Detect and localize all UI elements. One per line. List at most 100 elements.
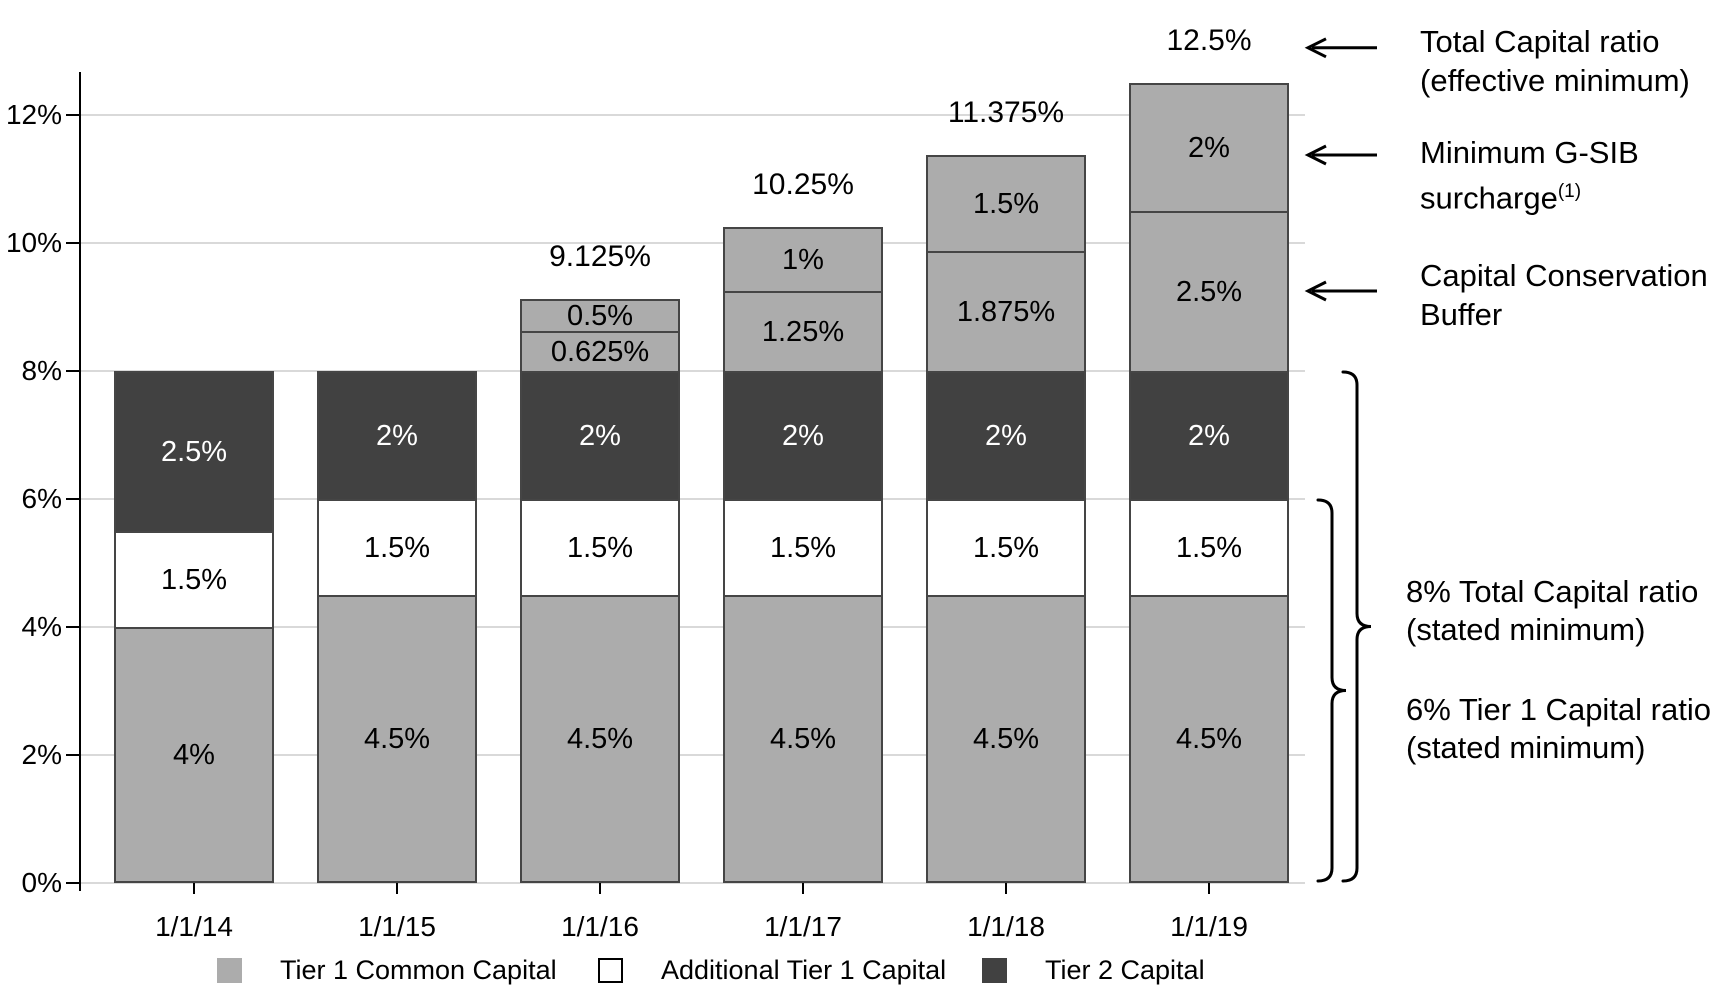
bar-segment-1: 4.5% — [926, 595, 1086, 883]
bar-segment-3: 2% — [520, 371, 680, 499]
segment-label: 4.5% — [363, 722, 431, 755]
segment-label: 1% — [782, 243, 824, 276]
x-tick-label: 1/1/16 — [561, 911, 639, 942]
segment-label: 4.5% — [566, 722, 634, 755]
segment-label: 1.875% — [956, 295, 1056, 328]
bar-segment-1: 4.5% — [1129, 595, 1289, 883]
y-axis-tick — [66, 114, 80, 116]
bar-segment-4: 2.5% — [1129, 211, 1289, 371]
annotation-line: Minimum G-SIB — [1420, 135, 1639, 170]
x-tick-label: 1/1/14 — [155, 911, 233, 942]
x-tick-label: 1/1/17 — [764, 911, 842, 942]
segment-label: 2% — [782, 419, 824, 452]
bar-total-label: 12.5% — [1166, 24, 1252, 57]
legend-item-additional-tier1: Additional Tier 1 Capital — [598, 956, 946, 984]
tier1-common-swatch-icon — [217, 957, 242, 983]
legend: Tier 1 Common Capital Additional Tier 1 … — [0, 956, 1720, 988]
gridline — [80, 114, 1305, 116]
legend-label: Additional Tier 1 Capital — [661, 955, 947, 985]
bar-segment-1: 4% — [114, 627, 274, 883]
bar-segment-2: 1.5% — [723, 499, 883, 595]
bar-segment-5: 1% — [723, 227, 883, 291]
bar-segment-3: 2% — [926, 371, 1086, 499]
y-axis-tick — [66, 242, 80, 244]
annotation-gsib-surcharge: Minimum G-SIB surcharge(1) — [1420, 133, 1639, 217]
x-tick-label: 1/1/15 — [358, 911, 436, 942]
gridline — [80, 626, 1305, 628]
annotation-line: (effective minimum) — [1420, 63, 1690, 98]
segment-label: 2% — [579, 419, 621, 452]
bar-segment-4: 0.625% — [520, 331, 680, 371]
gridline — [80, 754, 1305, 756]
bar-segment-2: 1.5% — [1129, 499, 1289, 595]
segment-label: 1.5% — [1175, 531, 1243, 564]
segment-label: 2.5% — [1175, 275, 1243, 308]
legend-label: Tier 2 Capital — [1045, 955, 1205, 985]
bar-segment-3: 2% — [1129, 371, 1289, 499]
y-tick-label: 8% — [21, 355, 62, 386]
bar-segment-3: 2% — [723, 371, 883, 499]
annotation-line: Capital Conservation — [1420, 258, 1708, 293]
annotation-line: surcharge(1) — [1420, 180, 1582, 216]
segment-label: 1.5% — [160, 563, 228, 596]
x-axis-tick — [193, 883, 195, 894]
segment-label: 1.5% — [972, 187, 1040, 220]
segment-label: 2% — [376, 419, 418, 452]
bar-segment-4: 1.25% — [723, 291, 883, 371]
segment-label: 4.5% — [1175, 722, 1243, 755]
legend-label: Tier 1 Common Capital — [280, 955, 557, 985]
annotation-line: 6% Tier 1 Capital ratio — [1406, 692, 1711, 727]
bar-segment-2: 1.5% — [317, 499, 477, 595]
bar-segment-5: 0.5% — [520, 299, 680, 332]
y-tick-label: 4% — [21, 611, 62, 642]
y-tick-label: 2% — [21, 739, 62, 770]
x-tick-label: 1/1/19 — [1170, 911, 1248, 942]
bar-total-label: 11.375% — [947, 96, 1065, 129]
bar-segment-5: 1.5% — [926, 155, 1086, 251]
x-axis-tick — [396, 883, 398, 894]
segment-label: 4.5% — [769, 722, 837, 755]
y-axis-tick — [66, 882, 80, 884]
segment-label: 1.5% — [566, 531, 634, 564]
bar-segment-1: 4.5% — [520, 595, 680, 883]
legend-item-tier2: Tier 2 Capital — [982, 956, 1205, 984]
annotation-line: Buffer — [1420, 297, 1503, 332]
y-axis-tick — [66, 754, 80, 756]
x-axis-tick — [802, 883, 804, 894]
bar-segment-2: 1.5% — [926, 499, 1086, 595]
bar-segment-4: 1.875% — [926, 251, 1086, 371]
bar-segment-2: 1.5% — [520, 499, 680, 595]
x-tick-label: 1/1/18 — [967, 911, 1045, 942]
segment-label: 2% — [1188, 131, 1230, 164]
gridline — [80, 882, 1305, 884]
bar-segment-3: 2% — [317, 371, 477, 499]
annotation-line: 8% Total Capital ratio — [1406, 574, 1699, 609]
segment-label: 2% — [1188, 419, 1230, 452]
tier2-swatch-icon — [982, 957, 1007, 983]
gridline — [80, 242, 1305, 244]
annotation-capital-conservation-buffer: Capital Conservation Buffer — [1420, 256, 1708, 334]
y-axis-tick — [66, 626, 80, 628]
bar-segment-3: 2.5% — [114, 371, 274, 531]
y-tick-label: 6% — [21, 483, 62, 514]
additional-tier1-swatch-icon — [598, 957, 623, 983]
segment-label: 1.5% — [363, 531, 431, 564]
annotation-line: (stated minimum) — [1406, 612, 1646, 647]
x-axis-tick — [1208, 883, 1210, 894]
annotation-8pct-total-capital: 8% Total Capital ratio (stated minimum) — [1406, 573, 1698, 649]
segment-label: 4% — [173, 738, 215, 771]
gridline — [80, 498, 1305, 500]
bar-total-label: 10.25% — [752, 168, 854, 201]
bar-segment-1: 4.5% — [317, 595, 477, 883]
bar-segment-2: 1.5% — [114, 531, 274, 627]
bar-total-label: 9.125% — [549, 240, 651, 273]
segment-label: 0.5% — [566, 299, 634, 332]
y-axis-line — [79, 72, 81, 891]
curly-brace-icon — [1316, 498, 1347, 883]
y-axis-tick — [66, 370, 80, 372]
annotation-line: Total Capital ratio — [1420, 24, 1660, 59]
legend-item-tier1-common: Tier 1 Common Capital — [217, 956, 557, 984]
y-tick-label: 0% — [21, 867, 62, 898]
bar-segment-5: 2% — [1129, 83, 1289, 211]
